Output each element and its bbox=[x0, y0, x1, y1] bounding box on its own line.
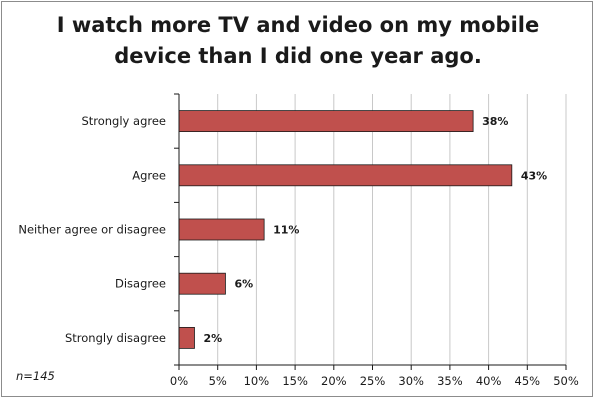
bar bbox=[178, 326, 195, 349]
x-tick-label: 35% bbox=[437, 374, 463, 388]
bar bbox=[178, 164, 513, 187]
data-label: 6% bbox=[234, 278, 253, 291]
bar bbox=[178, 272, 226, 295]
category-label: Agree bbox=[132, 168, 166, 182]
category-label: Neither agree or disagree bbox=[18, 223, 166, 237]
x-tick-label: 30% bbox=[398, 374, 424, 388]
axes bbox=[174, 93, 567, 370]
chart-title-line-2: device than I did one year ago. bbox=[114, 44, 482, 68]
labels: 0% 5% 10% 15% 20% 25% 30% 35% 40% 45% 50% Strongly … bbox=[18, 114, 578, 388]
chart-title: I watch more TV and video on my mobile d… bbox=[0, 10, 596, 72]
bar bbox=[178, 110, 474, 132]
category-label: Disagree bbox=[115, 277, 166, 291]
data-label: 43% bbox=[521, 169, 547, 182]
x-tick-label: 50% bbox=[553, 374, 579, 388]
category-label: Strongly agree bbox=[81, 114, 166, 128]
x-tick-label: 20% bbox=[321, 374, 347, 388]
x-tick-label: 5% bbox=[209, 374, 227, 388]
data-label: 38% bbox=[482, 115, 508, 128]
bar bbox=[178, 218, 265, 241]
sample-size-note: n=145 bbox=[16, 369, 55, 383]
bars bbox=[178, 110, 513, 349]
data-label: 11% bbox=[273, 224, 299, 237]
chart-title-line-1: I watch more TV and video on my mobile bbox=[56, 13, 540, 37]
x-tick-label: 45% bbox=[515, 374, 541, 388]
grid-lines bbox=[217, 94, 567, 365]
data-label: 2% bbox=[203, 332, 222, 345]
x-tick-label: 15% bbox=[282, 374, 308, 388]
x-tick-label: 10% bbox=[244, 374, 270, 388]
x-tick-label: 25% bbox=[360, 374, 386, 388]
x-tick-label: 40% bbox=[476, 374, 502, 388]
x-tick-label: 0% bbox=[170, 374, 188, 388]
category-label: Strongly disagree bbox=[65, 331, 166, 345]
